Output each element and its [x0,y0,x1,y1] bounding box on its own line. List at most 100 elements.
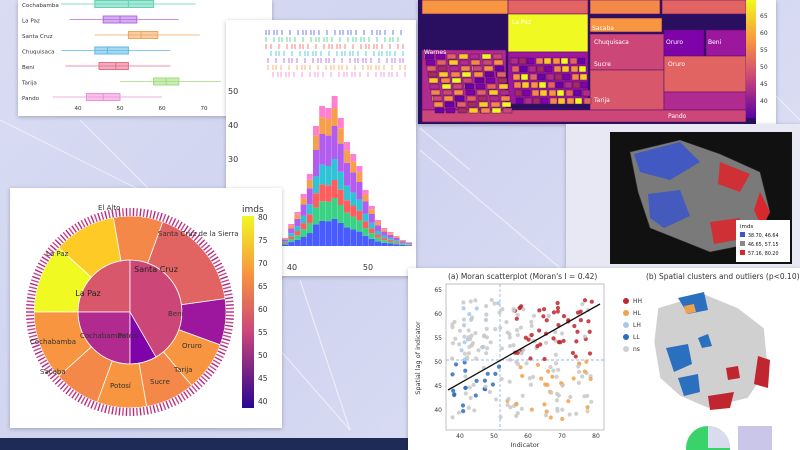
moran-point [517,305,522,311]
sunburst-fringe [29,337,38,342]
moran-point [450,325,455,330]
moran-point [466,405,471,410]
histogram-bar-segment [381,228,388,230]
histogram-bar-segment [381,229,388,232]
treemap-subcell [497,77,508,84]
histogram-bar-segment [313,150,319,177]
sunburst-fringe [211,256,219,262]
histogram-bar-segment [381,231,388,236]
moran-point [546,313,551,319]
moran-point [504,319,509,325]
histogram-bar-segment [387,232,394,234]
histogram-bar-segment [288,228,295,234]
histogram-bar-segment [344,227,350,246]
sunburst-fringe [28,331,37,335]
treemap-subcell [434,107,445,114]
histogram-bar-segment [356,199,363,211]
moran-point [463,391,468,396]
moran-point [461,409,466,414]
histogram-y-tick: 50 [228,87,238,96]
histogram-bar-segment [325,185,332,202]
treemap-label: Oruro [666,39,683,46]
histogram-bar-segment [368,233,375,239]
sunburst-fringe [97,403,102,412]
treemap-cell [705,29,747,57]
sunburst-fringe [145,406,149,415]
histogram-bar-segment [319,164,326,185]
treemap-subcell [484,71,495,78]
sunburst-fringe [171,218,177,227]
sunburst-colorbar-title: imds [242,205,264,215]
treemap-subcell [510,57,519,65]
treemap-subcell [574,97,583,105]
sunburst-chart: La Paz Santa Cruz El Alto La Paz Santa Cruz … [26,204,268,416]
sunburst-outer-label: Cochabamba [80,332,126,340]
histogram-bar-segment [356,220,363,232]
treemap-subcell [432,95,443,102]
sunburst-fringe [47,247,55,254]
sunburst-fringe [219,275,228,280]
histogram-bar-segment [344,142,350,151]
choropleth-map-panel: imds 38.70, 46.64 46.65, 57.15 57.16, 80.20 [566,124,800,268]
moran-point [515,332,520,338]
treemap-subcell [570,65,579,73]
treemap-colorbar [746,0,756,118]
sunburst-fringe [218,272,227,277]
sunburst-fringe [34,269,43,274]
histogram-bar-segment [368,238,375,246]
histogram-bar-segment [288,238,295,243]
treemap-cell [589,69,665,111]
treemap-subcell [427,71,438,78]
cluster-legend-marker [623,322,629,328]
moran-point [487,389,492,395]
histogram-bar-segment [406,242,412,244]
histogram-x-tick: 50 [363,263,373,272]
moran-point [567,412,572,417]
moran-point [559,331,565,336]
histogram-bar-segment [282,244,288,246]
treemap-cell [661,0,747,15]
treemap-subcell [501,101,512,108]
moran-point [571,376,576,381]
boxplot-box [94,0,155,8]
moran-point [467,312,472,317]
treemap-subcell [578,65,587,73]
histogram-bar-segment [294,214,301,219]
sunburst-colorbar-tick: 70 [258,259,268,268]
treemap-subcell [577,57,586,65]
treemap-subcell [522,89,531,97]
histogram-bar-segment [313,224,319,246]
histogram-bar-segment [399,244,406,246]
treemap-label: Chuquisaca [594,39,629,46]
moran-point [587,329,592,334]
moran-point [463,368,468,373]
treemap-subcell [512,73,521,81]
histogram-bar-segment [313,176,319,194]
sunburst-fringe [162,401,167,410]
sunburst-fringe [205,370,213,377]
moran-point [554,398,560,403]
sunburst-fringe [87,399,92,408]
sunburst-fringe [145,209,149,218]
histogram-bar-segment [288,242,295,246]
moran-point [578,309,583,314]
moran-point [450,372,455,377]
histogram-bar-segment [288,233,295,237]
histogram-bar-segment [381,242,388,246]
moran-point [471,382,476,387]
moran-x-tick: 70 [558,433,566,440]
treemap-subcell [461,71,472,78]
treemap-subcell [531,89,540,97]
moran-point [463,374,468,379]
sunburst-fringe [165,215,170,224]
sunburst-fringe [80,396,86,405]
moran-point [550,374,555,379]
histogram-bar-segment [294,235,301,240]
histogram-bar-segment [393,242,400,245]
moran-point [457,342,462,347]
moran-point [587,351,593,356]
histogram-bar-segment [294,218,301,227]
histogram-bar-segment [387,241,394,244]
sunburst-fringe [90,215,95,224]
moran-point [473,330,478,336]
